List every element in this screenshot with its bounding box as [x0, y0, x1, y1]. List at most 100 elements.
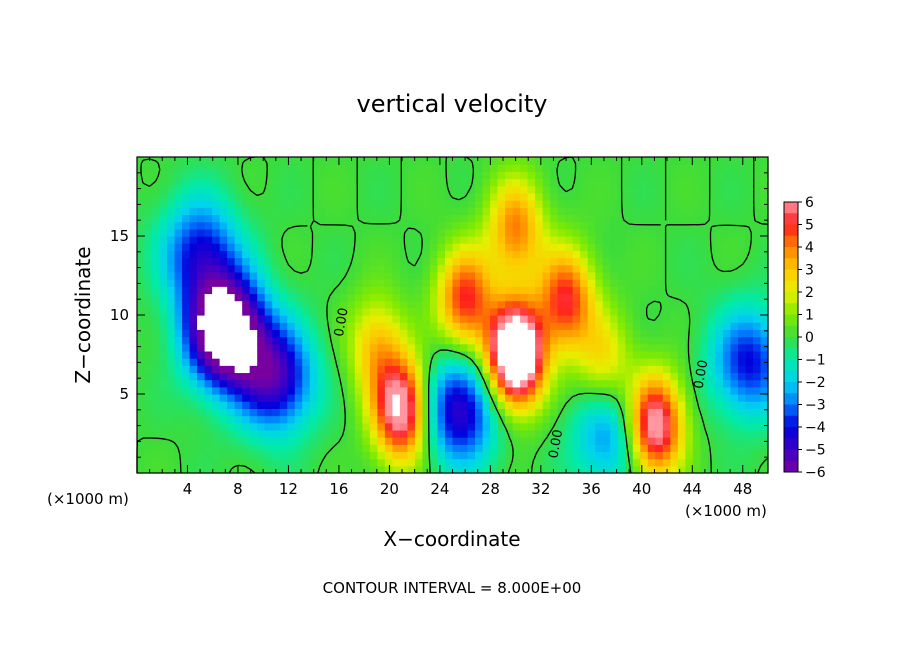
heatmap-cell — [715, 465, 724, 474]
heatmap-cell — [399, 200, 409, 208]
heatmap-cell — [640, 200, 649, 208]
heatmap-cell — [625, 250, 634, 259]
colorbar-segment — [784, 303, 798, 315]
heatmap-cell — [595, 458, 604, 467]
heatmap-cell — [647, 250, 656, 259]
heatmap-cell — [197, 185, 206, 194]
heatmap-cell — [444, 329, 454, 338]
heatmap-cell — [362, 307, 371, 316]
heatmap-cell — [737, 286, 747, 295]
heatmap-cell — [625, 329, 634, 338]
heatmap-cell — [294, 415, 303, 424]
heatmap-cell — [339, 185, 348, 194]
heatmap-cell — [497, 228, 506, 237]
heatmap-cell — [475, 437, 484, 445]
heatmap-cell — [527, 350, 536, 359]
heatmap-cell — [602, 257, 611, 266]
heatmap-cell — [444, 358, 454, 366]
heatmap-cell — [730, 343, 739, 352]
heatmap-cell — [339, 178, 348, 187]
heatmap-cell — [407, 228, 416, 237]
heatmap-cell — [227, 315, 236, 323]
heatmap-cell — [324, 401, 333, 409]
heatmap-cell — [482, 200, 491, 208]
heatmap-cell — [369, 200, 378, 208]
heatmap-cell — [527, 214, 536, 223]
heatmap-cell — [302, 171, 311, 180]
heatmap-cell — [610, 350, 619, 359]
heatmap-cell — [535, 264, 544, 273]
heatmap-cell — [167, 429, 176, 438]
heatmap-cell — [384, 207, 393, 216]
heatmap-cell — [384, 286, 393, 295]
heatmap-cell — [617, 271, 626, 280]
heatmap-cell — [452, 315, 461, 323]
heatmap-cell — [625, 171, 634, 180]
heatmap-cell — [249, 372, 258, 381]
heatmap-cell — [332, 329, 341, 338]
heatmap-cell — [264, 379, 273, 388]
heatmap-cell — [429, 322, 439, 330]
heatmap-cell — [542, 286, 551, 295]
heatmap-cell — [610, 336, 619, 345]
heatmap-cell — [715, 300, 724, 309]
x-tick-label: 28 — [481, 480, 500, 498]
heatmap-cell — [715, 192, 724, 201]
heatmap-cell — [760, 293, 769, 302]
heatmap-cell — [685, 401, 694, 409]
heatmap-cell — [182, 200, 191, 208]
heatmap-cell — [572, 171, 581, 180]
heatmap-cell — [384, 185, 393, 194]
heatmap-cell — [212, 437, 221, 445]
heatmap-cell — [144, 336, 153, 345]
heatmap-cell — [452, 200, 461, 208]
heatmap-cell — [377, 264, 386, 273]
heatmap-cell — [152, 343, 161, 352]
heatmap-cell — [580, 422, 589, 431]
heatmap-cell — [152, 401, 161, 409]
heatmap-cell — [137, 372, 146, 381]
heatmap-cell — [565, 286, 574, 295]
heatmap-cell — [565, 336, 574, 345]
heatmap-cell — [452, 214, 461, 223]
heatmap-cell — [429, 379, 439, 388]
heatmap-cell — [257, 358, 266, 366]
heatmap-cell — [572, 408, 581, 417]
heatmap-cell — [467, 451, 476, 460]
heatmap-cell — [369, 307, 378, 316]
heatmap-cell — [362, 221, 371, 230]
heatmap-cell — [497, 171, 506, 180]
heatmap-cell — [602, 322, 611, 330]
heatmap-cell — [152, 307, 161, 316]
heatmap-cell — [467, 358, 476, 366]
heatmap-cell — [137, 408, 146, 417]
heatmap-cell — [264, 157, 273, 165]
heatmap-cell — [324, 214, 333, 223]
heatmap-cell — [302, 293, 311, 302]
heatmap-cell — [685, 437, 694, 445]
heatmap-cell — [647, 243, 656, 251]
heatmap-cell — [587, 451, 596, 460]
heatmap-cell — [512, 322, 521, 330]
heatmap-cell — [692, 157, 701, 165]
heatmap-cell — [287, 293, 296, 302]
heatmap-cell — [159, 207, 168, 216]
heatmap-cell — [392, 444, 401, 453]
heatmap-cell — [662, 264, 671, 273]
heatmap-cell — [550, 458, 559, 467]
heatmap-cell — [444, 164, 454, 172]
heatmap-cell — [332, 257, 341, 266]
heatmap-cell — [670, 394, 679, 402]
heatmap-cell — [392, 315, 401, 323]
heatmap-cell — [670, 300, 679, 309]
colorbar-segment — [784, 348, 798, 360]
heatmap-cell — [137, 343, 146, 352]
heatmap-cell — [249, 365, 258, 374]
heatmap-cell — [384, 322, 393, 330]
heatmap-cell — [272, 444, 281, 453]
heatmap-cell — [490, 458, 499, 467]
heatmap-cell — [497, 394, 506, 402]
heatmap-cell — [189, 358, 198, 366]
heatmap-cell — [317, 264, 326, 273]
heatmap-cell — [152, 250, 161, 259]
